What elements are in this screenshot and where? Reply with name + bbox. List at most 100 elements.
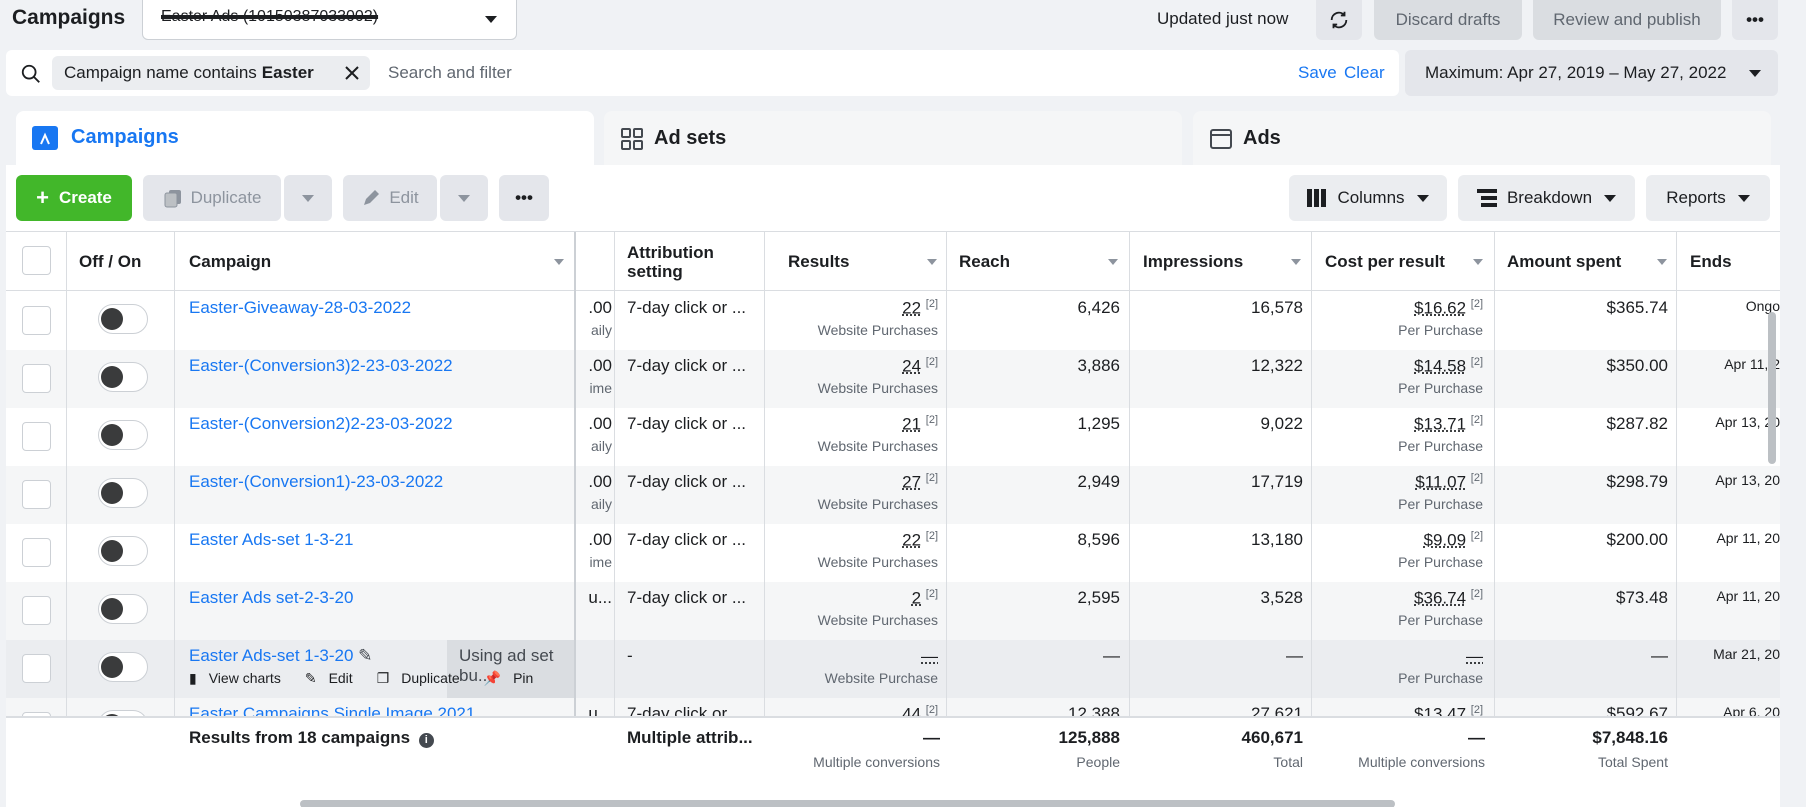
table-row[interactable]: Easter-(Conversion1)-23-03-2022 .00 aily 7-… — [6, 466, 1780, 524]
campaign-name[interactable]: Easter Ads-set 1-3-21 — [189, 530, 354, 549]
refresh-button[interactable] — [1316, 0, 1362, 40]
campaign-toggle[interactable] — [98, 478, 148, 508]
row-checkbox[interactable] — [22, 596, 51, 625]
row-checkbox[interactable] — [22, 480, 51, 509]
results-number[interactable]: 22 — [902, 530, 922, 550]
header-attribution[interactable]: Attribution setting — [627, 242, 714, 281]
campaign-name-link[interactable]: Easter-(Conversion1)-23-03-2022 — [189, 472, 569, 492]
sort-icon[interactable] — [1108, 259, 1118, 265]
create-button[interactable]: + Create — [16, 175, 132, 221]
edit-button[interactable]: Edit — [343, 175, 437, 221]
row-checkbox[interactable] — [22, 364, 51, 393]
tab-ads[interactable]: Ads — [1193, 111, 1771, 165]
campaign-name-link[interactable]: Easter Ads-set 1-3-20 ✎ — [189, 646, 569, 666]
sort-icon[interactable] — [1473, 259, 1483, 265]
cost-number[interactable]: $11.07 — [1415, 472, 1467, 492]
campaign-toggle[interactable] — [98, 420, 148, 450]
cost-number[interactable]: $16.62 — [1414, 298, 1467, 318]
row-checkbox[interactable] — [22, 422, 51, 451]
table-row[interactable]: Easter-(Conversion2)2-23-03-2022 .00 aily 7… — [6, 408, 1780, 466]
search-bar[interactable]: Campaign name contains Easter Search and… — [6, 50, 1399, 96]
campaign-name[interactable]: Easter Ads-set 1-3-20 — [189, 646, 354, 665]
edit-dropdown-button[interactable] — [440, 175, 488, 221]
pin-action[interactable]: 📌 Pin — [484, 670, 546, 686]
cost-value: $36.74 [2] — [1321, 588, 1483, 609]
results-number[interactable]: — — [921, 646, 938, 666]
close-icon[interactable] — [344, 65, 360, 81]
header-results[interactable]: Results — [788, 251, 850, 271]
campaign-name[interactable]: Easter-(Conversion2)2-23-03-2022 — [189, 414, 453, 433]
duplicate-button[interactable]: Duplicate — [143, 175, 281, 221]
campaign-name[interactable]: Easter-(Conversion3)2-23-03-2022 — [189, 356, 453, 375]
pencil-icon[interactable]: ✎ — [358, 646, 373, 665]
view-charts-action[interactable]: ▮ View charts — [189, 670, 293, 686]
campaign-toggle[interactable] — [98, 304, 148, 334]
header-campaign[interactable]: Campaign — [189, 251, 272, 271]
select-all-checkbox[interactable] — [22, 246, 51, 275]
campaign-name[interactable]: Easter Ads set-2-3-20 — [189, 588, 354, 607]
sort-icon[interactable] — [1657, 259, 1667, 265]
results-number[interactable]: 27 — [902, 472, 922, 492]
cost-number[interactable]: $13.71 — [1414, 414, 1467, 434]
sort-icon[interactable] — [1291, 259, 1301, 265]
search-input[interactable]: Search and filter — [388, 63, 512, 82]
edit-action[interactable]: ✎ Edit — [305, 670, 365, 686]
header-amount-spent[interactable]: Amount spent — [1507, 251, 1622, 271]
horizontal-scrollbar[interactable] — [300, 800, 1395, 807]
cost-number[interactable]: — — [1466, 646, 1483, 666]
results-number[interactable]: 2 — [911, 588, 922, 608]
account-selector[interactable]: Easter Ads (10150387033002) — [142, 0, 517, 40]
columns-button[interactable]: Columns — [1289, 175, 1447, 221]
duplicate-action[interactable]: ❐ Duplicate — [377, 670, 472, 686]
table-row[interactable]: Easter Ads set-2-3-20 u... 7-day click or … — [6, 582, 1780, 640]
clear-filter-link[interactable]: Clear — [1344, 63, 1385, 82]
results-number[interactable]: 24 — [902, 356, 922, 376]
header-cost-per-result[interactable]: Cost per result — [1325, 251, 1445, 271]
filter-chip[interactable]: Campaign name contains Easter — [52, 56, 370, 90]
more-options-button[interactable]: ••• — [1732, 0, 1778, 40]
save-filter-link[interactable]: Save — [1298, 63, 1337, 82]
cost-number[interactable]: $14.58 — [1414, 356, 1467, 376]
sort-icon[interactable] — [927, 259, 937, 265]
row-checkbox[interactable] — [22, 538, 51, 567]
impressions-value: 3,528 — [1260, 588, 1303, 607]
header-impressions[interactable]: Impressions — [1143, 251, 1244, 271]
vertical-scrollbar[interactable] — [1768, 312, 1776, 464]
results-number[interactable]: 22 — [902, 298, 922, 318]
campaign-name[interactable]: Easter-(Conversion1)-23-03-2022 — [189, 472, 444, 491]
row-checkbox[interactable] — [22, 654, 51, 683]
table-row[interactable]: Easter-Giveaway-28-03-2022 .00 aily 7-day c… — [6, 292, 1780, 350]
tab-ad-sets[interactable]: Ad sets — [604, 111, 1182, 165]
row-checkbox[interactable] — [22, 306, 51, 335]
campaign-toggle[interactable] — [98, 652, 148, 682]
review-publish-button[interactable]: Review and publish — [1533, 0, 1721, 40]
campaign-toggle[interactable] — [98, 594, 148, 624]
header-ends[interactable]: Ends — [1690, 251, 1732, 271]
campaign-name-link[interactable]: Easter-(Conversion3)2-23-03-2022 — [189, 356, 569, 376]
campaign-name-link[interactable]: Easter Ads-set 1-3-21 — [189, 530, 569, 550]
duplicate-dropdown-button[interactable] — [284, 175, 332, 221]
tab-campaigns[interactable]: Campaigns — [16, 111, 594, 165]
cost-number[interactable]: $9.09 — [1423, 530, 1467, 550]
breakdown-button[interactable]: Breakdown — [1458, 175, 1635, 221]
date-range-picker[interactable]: Maximum: Apr 27, 2019 – May 27, 2022 — [1405, 50, 1778, 96]
campaign-name-link[interactable]: Easter Ads set-2-3-20 — [189, 588, 569, 608]
campaign-name[interactable]: Easter-Giveaway-28-03-2022 — [189, 298, 412, 317]
reports-button[interactable]: Reports — [1646, 175, 1770, 221]
budget-sub: aily — [590, 438, 612, 454]
discard-drafts-button[interactable]: Discard drafts — [1374, 0, 1522, 40]
info-icon[interactable]: i — [418, 733, 434, 748]
campaign-toggle[interactable] — [98, 362, 148, 392]
cost-number[interactable]: $36.74 — [1414, 588, 1467, 608]
campaign-name-link[interactable]: Easter-(Conversion2)2-23-03-2022 — [189, 414, 569, 434]
campaign-toggle[interactable] — [98, 536, 148, 566]
header-reach[interactable]: Reach — [959, 251, 1011, 271]
campaign-name-link[interactable]: Easter-Giveaway-28-03-2022 — [189, 298, 569, 318]
table-row[interactable]: Easter Ads-set 1-3-20 ✎ - — Website Purcha… — [6, 640, 1780, 698]
more-actions-button[interactable]: ••• — [499, 175, 549, 221]
results-number[interactable]: 21 — [902, 414, 922, 434]
table-row[interactable]: Easter Ads-set 1-3-21 .00 ime 7-day click o… — [6, 524, 1780, 582]
results-sub: Website Purchases — [817, 438, 938, 454]
table-row[interactable]: Easter-(Conversion3)2-23-03-2022 .00 ime 7-… — [6, 350, 1780, 408]
sort-icon[interactable] — [554, 259, 564, 265]
